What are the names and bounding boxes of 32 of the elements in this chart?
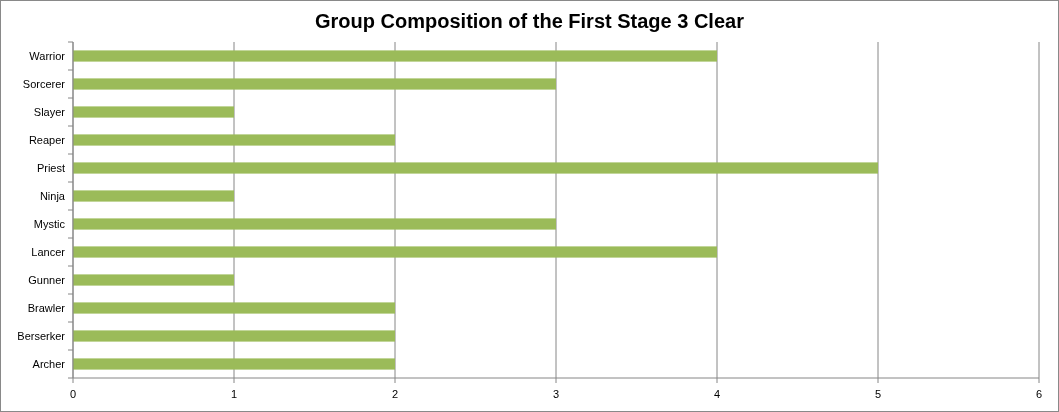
bar	[73, 218, 556, 230]
y-tick-label: Mystic	[33, 217, 66, 230]
bar	[73, 274, 234, 286]
bar	[73, 50, 717, 62]
bar	[73, 358, 395, 370]
y-tick-label: Warrior	[29, 49, 66, 62]
x-tick-label: 3	[552, 388, 560, 400]
y-tick-label: Gunner	[28, 273, 66, 286]
y-tick-label: Ninja	[39, 189, 66, 202]
y-tick-label: Lancer	[31, 245, 66, 258]
y-tick-label: Priest	[36, 161, 65, 174]
bar	[73, 162, 878, 174]
bar	[73, 302, 395, 314]
bar	[73, 246, 717, 258]
x-tick-label: 6	[1035, 388, 1043, 400]
bar	[73, 134, 395, 146]
y-tick-label: Brawler	[27, 301, 66, 314]
x-tick-label: 0	[69, 388, 77, 400]
bar	[73, 190, 234, 202]
y-tick-label: Archer	[32, 357, 66, 370]
bar	[73, 330, 395, 342]
bar	[73, 106, 234, 118]
y-tick-label: Slayer	[33, 105, 66, 118]
x-tick-label: 4	[713, 388, 721, 400]
y-tick-label: Berserker	[17, 329, 66, 342]
x-tick-label: 1	[230, 388, 238, 400]
bar	[73, 78, 556, 90]
x-tick-label: 2	[391, 388, 399, 400]
x-tick-label: 5	[874, 388, 882, 400]
chart-title: Group Composition of the First Stage 3 Clear	[315, 10, 745, 32]
y-tick-label: Sorcerer	[22, 77, 66, 90]
y-tick-label: Reaper	[28, 133, 66, 146]
